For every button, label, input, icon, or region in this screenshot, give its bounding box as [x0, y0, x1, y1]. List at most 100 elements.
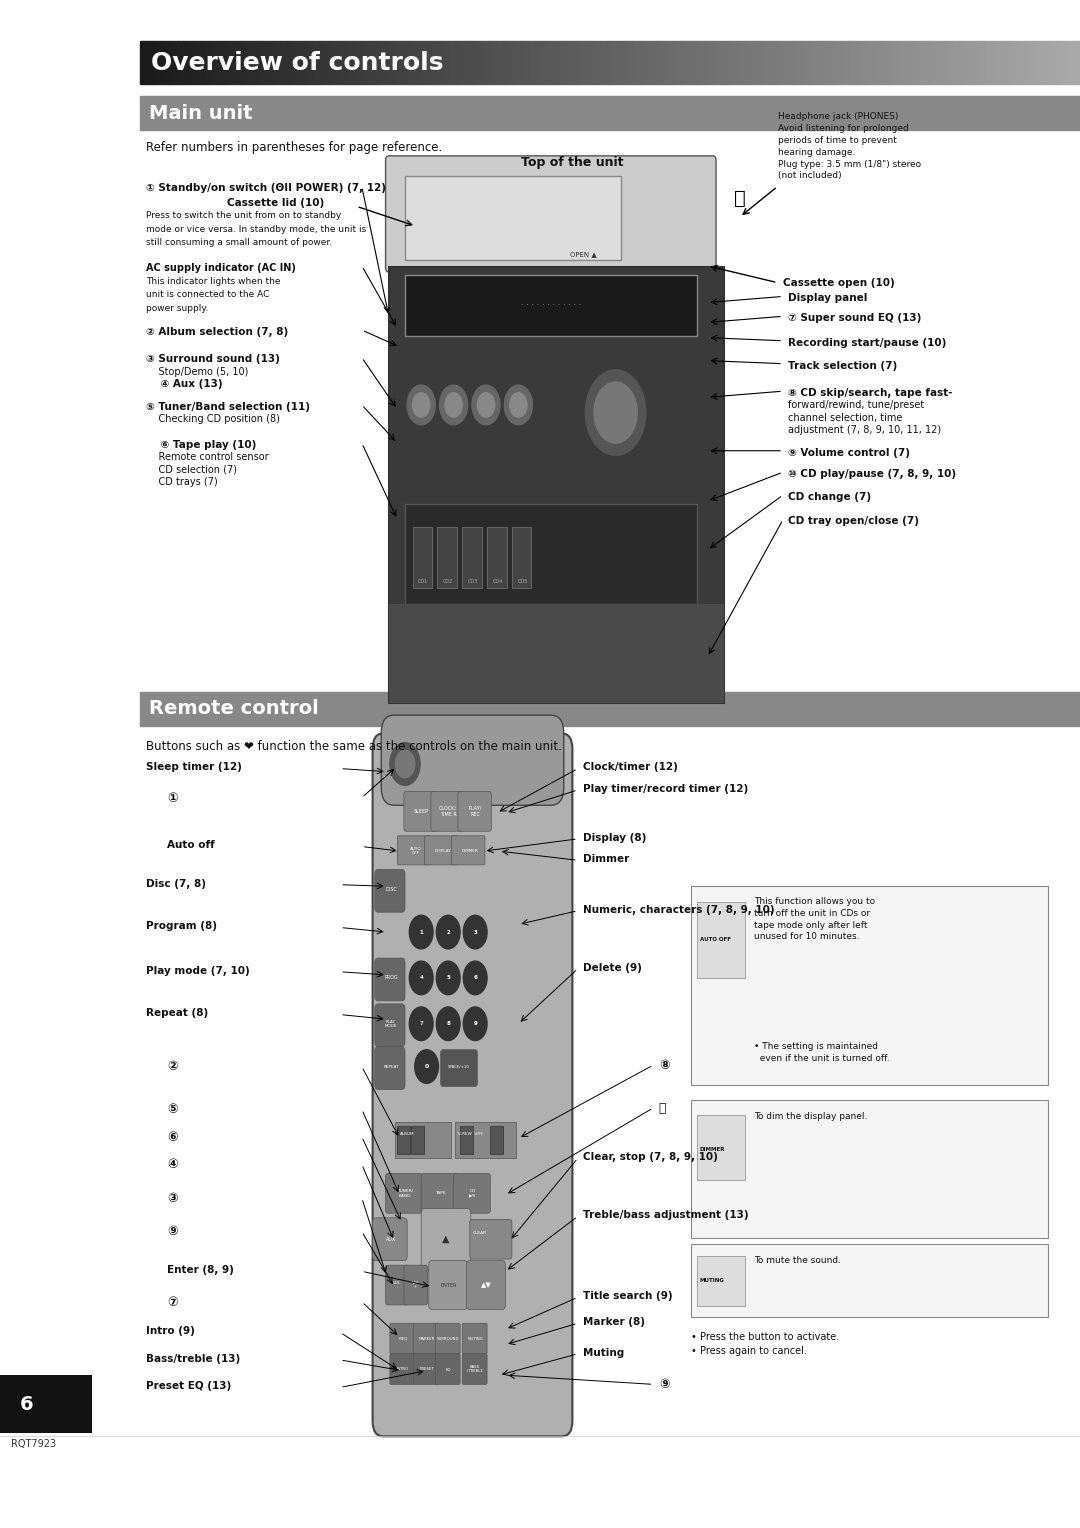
Text: Cassette lid (10): Cassette lid (10)	[227, 199, 324, 208]
Circle shape	[409, 961, 433, 995]
Bar	[737, 41, 742, 84]
Text: ① Standby/on switch (ΘII POWER) (7, 12): ① Standby/on switch (ΘII POWER) (7, 12)	[146, 183, 386, 194]
Bar	[958, 41, 962, 84]
Bar	[512, 41, 516, 84]
Text: Cassette open (10): Cassette open (10)	[783, 278, 894, 287]
Bar	[794, 41, 798, 84]
Bar	[568, 41, 572, 84]
Bar	[774, 41, 780, 84]
Circle shape	[407, 385, 435, 425]
Bar	[850, 41, 854, 84]
FancyBboxPatch shape	[467, 1261, 505, 1309]
FancyBboxPatch shape	[435, 1323, 460, 1354]
Text: 8: 8	[446, 1021, 450, 1027]
Bar	[216, 41, 220, 84]
Text: Muting: Muting	[583, 1348, 624, 1358]
Bar	[338, 41, 342, 84]
FancyBboxPatch shape	[441, 1050, 477, 1086]
Text: ③: ③	[167, 1192, 178, 1206]
FancyBboxPatch shape	[373, 1218, 407, 1261]
Bar	[460, 41, 464, 84]
Text: Delete (9): Delete (9)	[583, 963, 643, 973]
Text: ⑧: ⑧	[659, 1059, 670, 1073]
Bar	[310, 41, 314, 84]
Text: • Press the button to activate.
• Press again to cancel.: • Press the button to activate. • Press …	[691, 1332, 839, 1357]
Text: To dim the display panel.: To dim the display panel.	[754, 1112, 867, 1122]
Bar	[1010, 41, 1014, 84]
Text: VOL
+: VOL +	[411, 1280, 420, 1290]
Text: adjustment (7, 8, 9, 10, 11, 12): adjustment (7, 8, 9, 10, 11, 12)	[788, 425, 942, 435]
Text: CLEAR: CLEAR	[473, 1232, 487, 1235]
Text: DISC: DISC	[386, 886, 396, 892]
Bar	[370, 41, 376, 84]
Bar	[752, 41, 756, 84]
Bar	[638, 41, 643, 84]
Text: Remote control: Remote control	[149, 700, 319, 718]
Bar	[206, 41, 211, 84]
Bar	[202, 41, 206, 84]
Circle shape	[594, 382, 637, 443]
Bar	[1076, 41, 1080, 84]
Text: AUTO OFF: AUTO OFF	[700, 937, 731, 943]
Bar	[220, 41, 225, 84]
FancyBboxPatch shape	[691, 1244, 1048, 1317]
Text: 6: 6	[21, 1395, 33, 1413]
Bar	[450, 41, 455, 84]
Text: Program (8): Program (8)	[146, 921, 217, 932]
Circle shape	[445, 393, 462, 417]
FancyBboxPatch shape	[458, 792, 491, 831]
Bar	[582, 41, 586, 84]
Circle shape	[436, 915, 460, 949]
Text: Stop/Demo (5, 10): Stop/Demo (5, 10)	[146, 367, 248, 377]
Bar	[225, 41, 230, 84]
Text: Preset EQ (13): Preset EQ (13)	[146, 1381, 231, 1392]
Bar	[502, 41, 507, 84]
Text: This function allows you to
turn off the unit in CDs or
tape mode only after lef: This function allows you to turn off the…	[754, 897, 875, 941]
Bar	[405, 504, 697, 604]
Text: INTRO: INTRO	[396, 1368, 409, 1371]
Text: Track selection (7): Track selection (7)	[788, 361, 897, 371]
Bar	[276, 41, 282, 84]
Bar	[521, 41, 526, 84]
Bar	[328, 41, 333, 84]
Bar	[1052, 41, 1056, 84]
Bar	[380, 41, 384, 84]
Text: CD3: CD3	[468, 579, 478, 584]
FancyBboxPatch shape	[390, 1323, 415, 1354]
Bar	[606, 41, 610, 84]
Bar	[188, 41, 192, 84]
Text: CD4: CD4	[492, 579, 503, 584]
Text: Treble/bass adjustment (13): Treble/bass adjustment (13)	[583, 1210, 748, 1221]
Bar	[694, 41, 700, 84]
Bar	[770, 41, 774, 84]
Bar	[924, 41, 930, 84]
Bar	[488, 41, 492, 84]
Circle shape	[409, 1007, 433, 1041]
Text: ⑥: ⑥	[167, 1131, 178, 1144]
FancyBboxPatch shape	[470, 1219, 512, 1259]
Bar	[554, 41, 558, 84]
Bar	[178, 41, 183, 84]
Bar	[507, 41, 512, 84]
Bar	[464, 41, 470, 84]
Bar	[826, 41, 831, 84]
Text: ④ Aux (13): ④ Aux (13)	[146, 379, 222, 390]
Bar	[742, 41, 746, 84]
Text: SLEEP: SLEEP	[414, 808, 429, 814]
Text: ⑥ Tape play (10): ⑥ Tape play (10)	[146, 440, 256, 451]
Text: ①: ①	[167, 792, 178, 805]
Bar	[578, 41, 582, 84]
Text: 9: 9	[473, 1021, 477, 1027]
Text: REPEAT: REPEAT	[383, 1065, 399, 1068]
Bar	[666, 41, 672, 84]
Bar	[1028, 41, 1032, 84]
Text: AUX: AUX	[386, 1236, 396, 1242]
Bar	[700, 41, 704, 84]
Text: ⑨: ⑨	[167, 1225, 178, 1239]
Circle shape	[477, 393, 495, 417]
Bar	[846, 41, 850, 84]
Bar	[982, 41, 986, 84]
Bar	[940, 41, 944, 84]
Circle shape	[413, 393, 430, 417]
FancyBboxPatch shape	[414, 1323, 438, 1354]
